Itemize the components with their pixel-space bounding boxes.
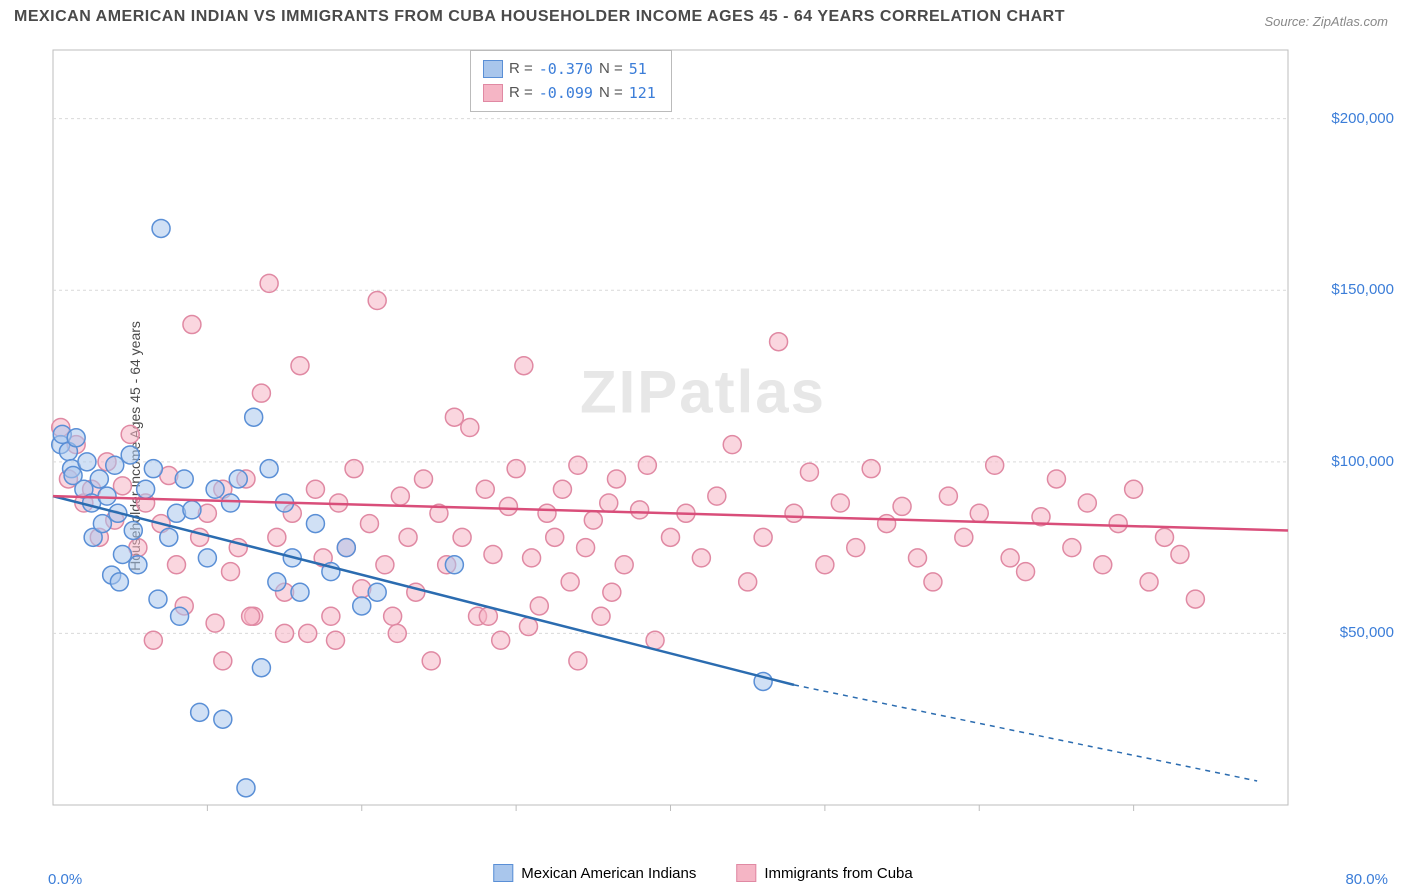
correlation-legend: R = -0.370 N = 51R = -0.099 N = 121 <box>470 50 672 112</box>
scatter-plot <box>48 40 1378 840</box>
n-value: 51 <box>629 57 659 81</box>
legend-item: Immigrants from Cuba <box>736 864 912 882</box>
chart-title: MEXICAN AMERICAN INDIAN VS IMMIGRANTS FR… <box>14 8 1065 26</box>
n-label: N = <box>599 81 623 105</box>
y-tick-label: $100,000 <box>1331 453 1394 470</box>
legend-label: Immigrants from Cuba <box>764 865 912 882</box>
x-axis-min: 0.0% <box>48 871 82 888</box>
chart-container: MEXICAN AMERICAN INDIAN VS IMMIGRANTS FR… <box>0 0 1406 892</box>
legend-swatch <box>483 60 503 78</box>
source-label: Source: ZipAtlas.com <box>1264 14 1388 29</box>
y-tick-label: $150,000 <box>1331 281 1394 298</box>
r-value: -0.099 <box>539 81 593 105</box>
r-label: R = <box>509 57 533 81</box>
r-value: -0.370 <box>539 57 593 81</box>
legend-stat-row: R = -0.370 N = 51 <box>483 57 659 81</box>
r-label: R = <box>509 81 533 105</box>
n-value: 121 <box>629 81 659 105</box>
legend-swatch <box>736 864 756 882</box>
legend-item: Mexican American Indians <box>493 864 696 882</box>
legend-swatch <box>483 84 503 102</box>
legend-stat-row: R = -0.099 N = 121 <box>483 81 659 105</box>
legend-label: Mexican American Indians <box>521 865 696 882</box>
n-label: N = <box>599 57 623 81</box>
series-legend: Mexican American Indians Immigrants from … <box>493 864 912 882</box>
y-tick-label: $50,000 <box>1340 624 1394 641</box>
legend-swatch <box>493 864 513 882</box>
y-tick-label: $200,000 <box>1331 110 1394 127</box>
x-axis-max: 80.0% <box>1345 871 1388 888</box>
